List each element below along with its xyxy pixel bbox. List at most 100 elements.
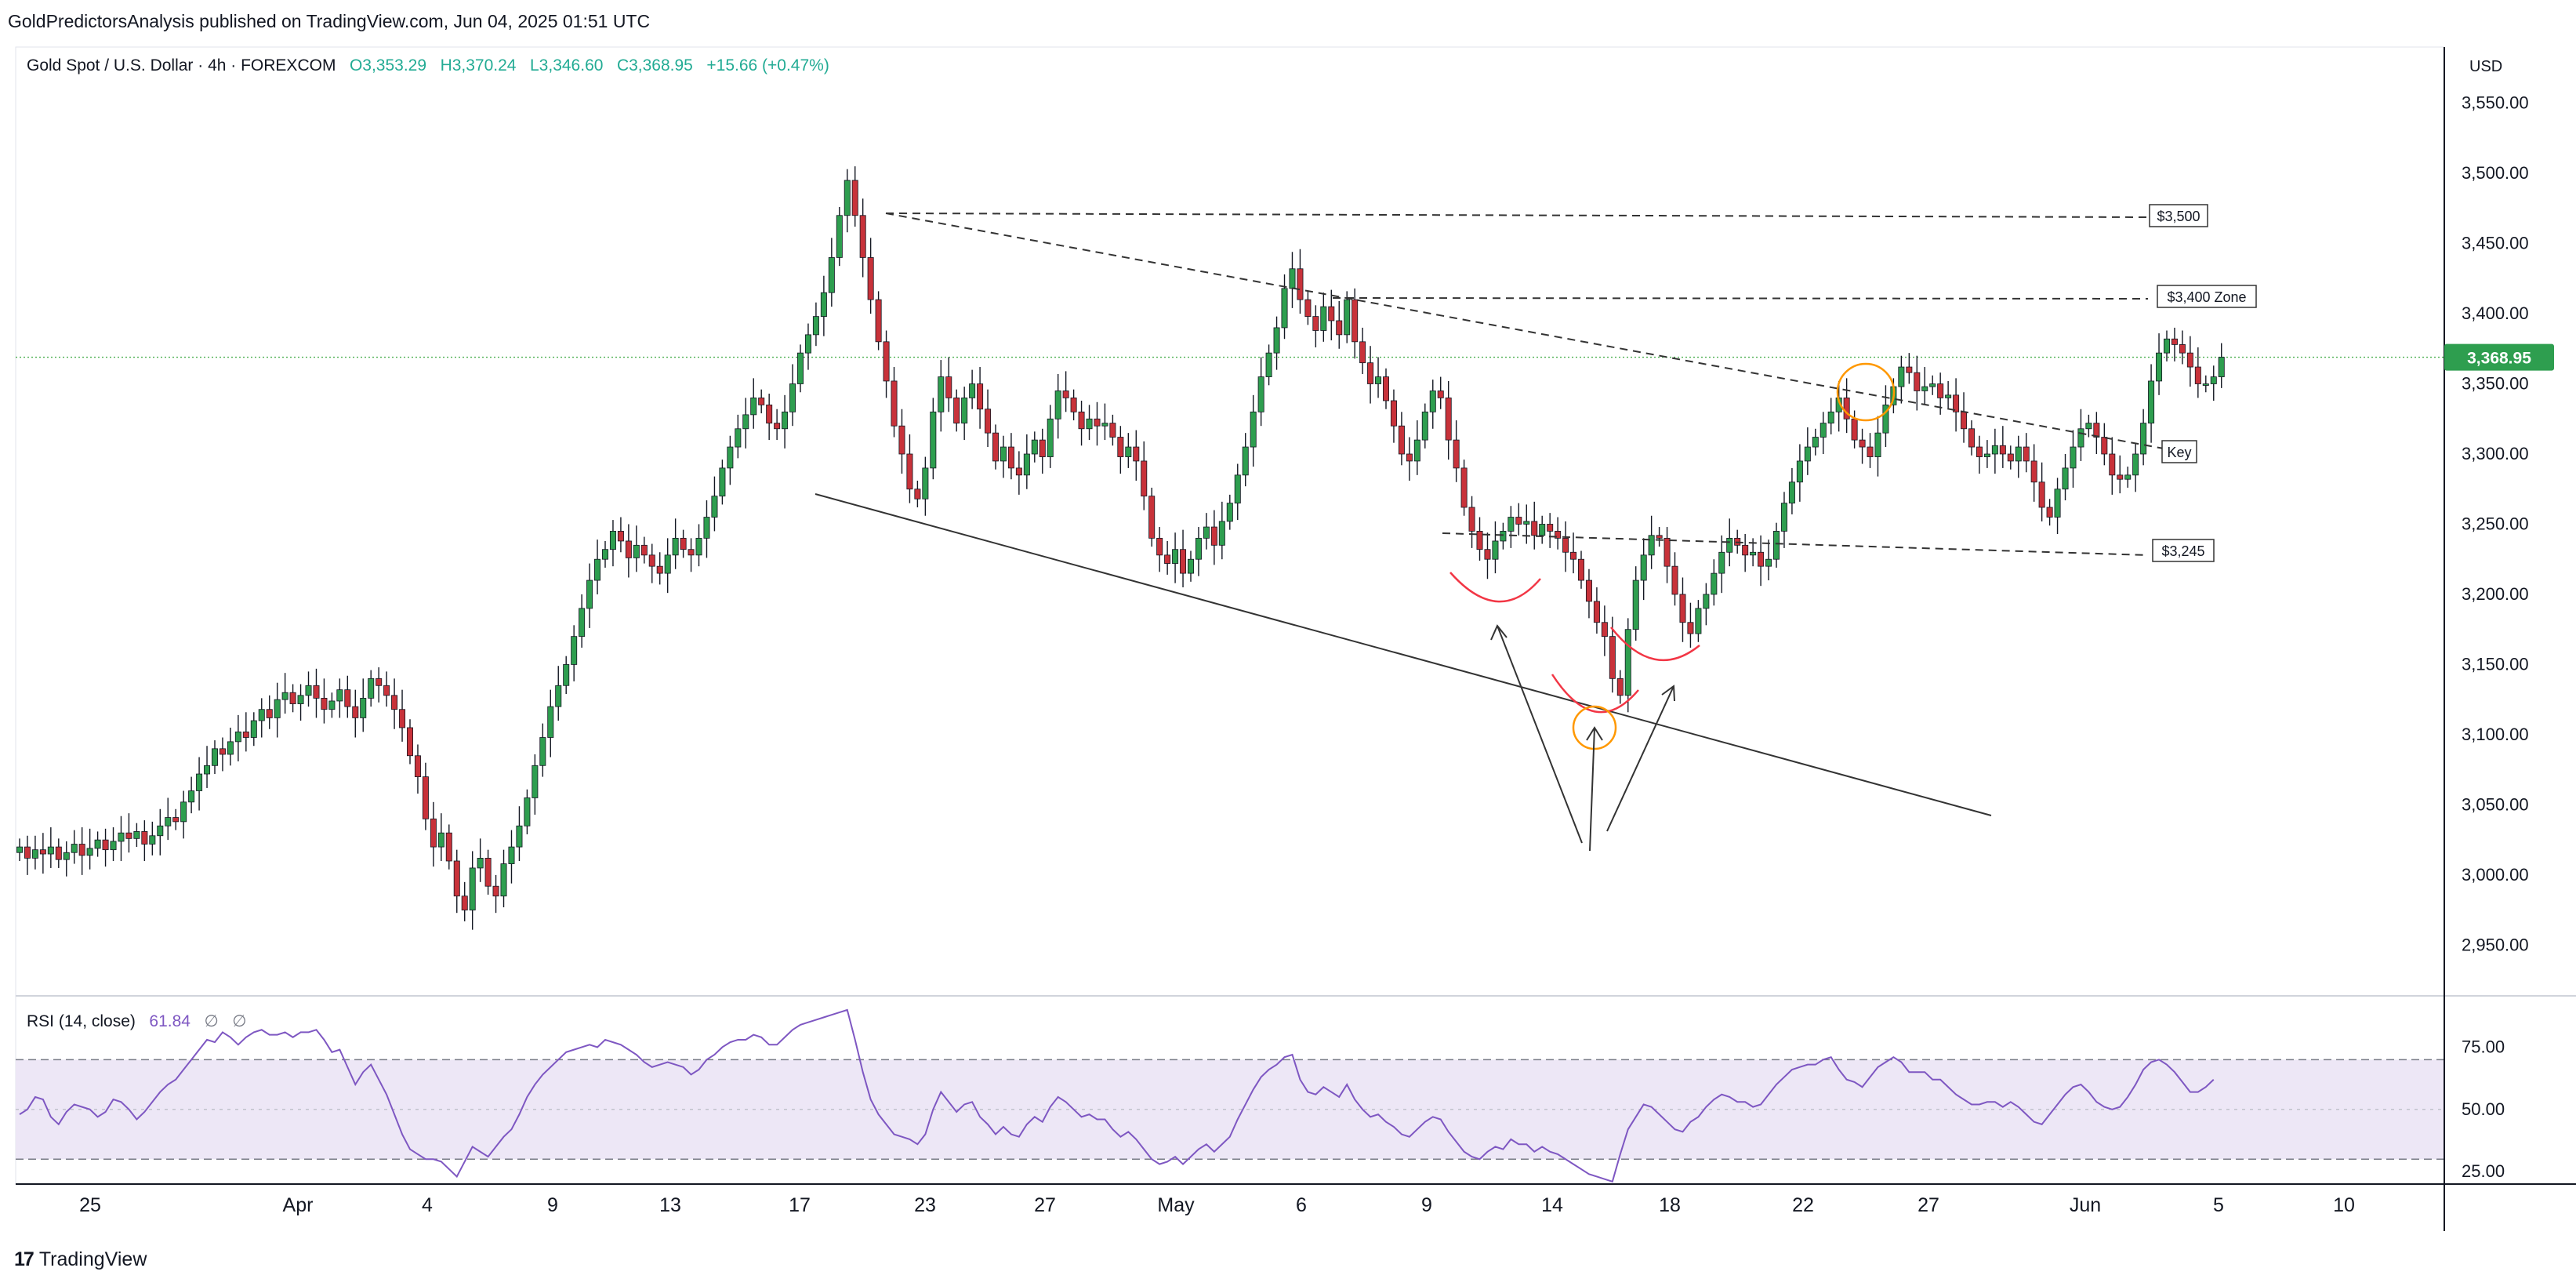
candle-body (1523, 521, 1530, 525)
candle-body (1711, 572, 1718, 595)
candle-body (985, 409, 992, 434)
candle-body (1289, 268, 1296, 289)
candle-body (1109, 423, 1116, 438)
candle-body (1094, 418, 1101, 427)
lower-channel-line (815, 493, 1992, 816)
candle-body (1531, 521, 1538, 536)
candle-body (1344, 299, 1351, 336)
candle-body (1547, 524, 1554, 532)
symbol-name[interactable]: Gold Spot / U.S. Dollar · 4h · FOREXCOM (27, 56, 336, 74)
candle-body (1172, 549, 1179, 564)
price-tick-label: 3,150.00 (2462, 654, 2529, 674)
candle-body (133, 831, 140, 839)
time-tick-label: 14 (1541, 1194, 1563, 1216)
candle-body (297, 695, 304, 704)
arrow-right (1606, 685, 1675, 832)
candle-body (953, 398, 960, 424)
candle-body (157, 825, 164, 837)
candle-body (1203, 526, 1210, 539)
candle-body (2046, 507, 2053, 518)
candle-body (719, 467, 726, 497)
candle-body (1460, 467, 1468, 508)
candle-body (664, 554, 671, 574)
candle-body (524, 797, 531, 826)
label-3400-text: $3,400 Zone (2167, 289, 2246, 305)
candle-body (1492, 540, 1499, 560)
candle-body (2085, 423, 2092, 430)
candle-body (2038, 481, 2045, 508)
candle-body (571, 636, 578, 665)
candle-body (992, 432, 1000, 462)
time-tick-label: May (1157, 1194, 1195, 1216)
candle-body (656, 565, 663, 574)
candle-body (1718, 551, 1725, 574)
candle-body (625, 540, 632, 558)
candle-body (703, 517, 710, 539)
candle-body (820, 292, 827, 318)
candle-body (368, 678, 375, 699)
candle-body (1679, 594, 1686, 623)
candle-body (383, 685, 390, 696)
time-tick-label: 23 (914, 1194, 936, 1216)
candle-body (1758, 551, 1765, 567)
candle-body (1429, 391, 1436, 412)
candle-body (204, 765, 211, 775)
candle-body (266, 709, 273, 718)
candle-body (1695, 608, 1702, 634)
candle-body (422, 776, 429, 819)
candle-body (445, 832, 452, 862)
candle-body (2062, 467, 2069, 490)
candle-body (63, 852, 70, 860)
low-value: L3,346.60 (530, 56, 604, 74)
candle-body (1500, 531, 1507, 542)
candle-body (539, 737, 546, 766)
candle-body (461, 895, 468, 911)
candle-body (1328, 306, 1335, 322)
candle-body (1991, 445, 1998, 455)
candle-body (477, 858, 484, 869)
rsi-value: 61.84 (149, 1012, 190, 1030)
candle-body (1851, 418, 1858, 441)
time-tick-label: 6 (1296, 1194, 1307, 1216)
rsi-tick-label: 75.00 (2462, 1037, 2505, 1056)
tradingview-logo-icon: 17 (14, 1248, 34, 1270)
candle-body (102, 839, 109, 851)
candle-body (2171, 338, 2178, 345)
candle-body (1914, 372, 1921, 391)
candle-body (211, 748, 218, 766)
candle-body (1476, 531, 1483, 550)
rsi-empty-1: ∅ (204, 1012, 219, 1030)
arrow-middle (1586, 726, 1603, 852)
currency-label[interactable]: USD (2469, 58, 2503, 75)
candle-body (711, 496, 718, 518)
candle-body (1874, 432, 1881, 457)
candle-body (1390, 400, 1397, 427)
candle-body (1148, 496, 1156, 539)
resistance-3400-line (1332, 297, 2149, 300)
candle-body (484, 858, 492, 887)
candle-body (1812, 437, 1819, 448)
candle-body (430, 818, 437, 848)
candle-body (1265, 352, 1272, 377)
price-tick-label: 3,500.00 (2462, 163, 2529, 183)
candle-body (1453, 439, 1460, 469)
candle-body (633, 544, 640, 558)
chart-canvas[interactable]: $3,500 $3,400 Zone Key $3,245 2,950.00 3,… (0, 0, 2576, 1239)
candle-body (2218, 357, 2225, 377)
candle-body (1882, 404, 1889, 434)
candle-body (1968, 428, 1975, 448)
candle-body (31, 849, 38, 859)
footer-brand[interactable]: 17 TradingView (14, 1248, 147, 1271)
candle-body (2140, 423, 2147, 455)
arrow-left (1490, 624, 1583, 844)
time-tick-label: 5 (2213, 1194, 2224, 1216)
time-tick-label: 9 (547, 1194, 558, 1216)
candle-body (492, 885, 499, 897)
candle-body (1484, 549, 1491, 560)
rsi-title[interactable]: RSI (14, close) (27, 1012, 136, 1030)
candle-body (2023, 446, 2030, 462)
candle-body (1726, 537, 1733, 553)
change-value: +15.66 (+0.47%) (706, 56, 829, 74)
candle-body (196, 773, 203, 791)
candle-body (1624, 629, 1631, 696)
